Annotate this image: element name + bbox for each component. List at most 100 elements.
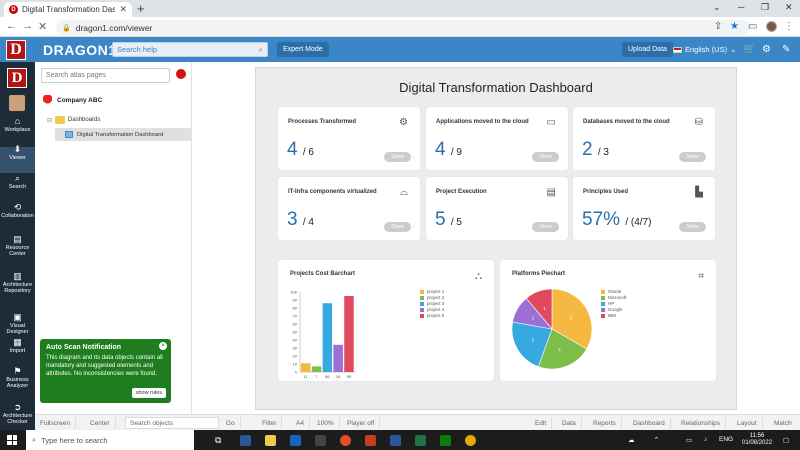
dragon1-logo[interactable]: D — [6, 40, 26, 60]
show-rules-button[interactable]: show rules — [131, 388, 166, 398]
app-icon[interactable] — [465, 435, 476, 446]
legend-item[interactable]: Google — [601, 307, 626, 313]
bar[interactable] — [333, 344, 343, 372]
show-button[interactable]: Show — [384, 152, 411, 162]
zoom-select[interactable]: 100% — [312, 417, 340, 429]
weather-icon[interactable]: ☁ — [628, 437, 635, 444]
tree-folder-dashboards[interactable]: ⊟ Dashboards — [47, 116, 100, 124]
address-bar[interactable]: 🔒 dragon1.com/viewer — [56, 20, 750, 35]
tree-company[interactable]: Company ABC — [43, 95, 102, 106]
volume-icon[interactable]: ♪ — [704, 436, 708, 443]
show-button[interactable]: Show — [532, 152, 559, 162]
tree-page-selected[interactable]: Digital Transformation Dashboard — [55, 128, 191, 141]
powerpoint-icon[interactable] — [365, 435, 376, 446]
rail-item-architecture-checker[interactable]: ➲ Architecture Checker — [0, 402, 35, 425]
stop-button[interactable]: ✕ — [38, 21, 48, 33]
paper-size-select[interactable]: A4 — [291, 417, 310, 429]
tree-toggle[interactable]: ⊟ — [47, 117, 53, 124]
legend-item[interactable]: project 2 — [420, 295, 444, 301]
rail-item-architecture-repository[interactable]: ▥ Architecture Repository — [0, 271, 35, 294]
show-button[interactable]: Show — [679, 152, 706, 162]
browser-tab[interactable]: D Digital Transformation Dashboa ✕ — [4, 2, 132, 17]
filter-button[interactable]: Filter — [257, 417, 283, 429]
expert-mode-button[interactable]: Expert Mode — [277, 42, 329, 57]
word-icon[interactable] — [390, 435, 401, 446]
share-icon[interactable]: ⇪ — [714, 21, 723, 32]
legend-item[interactable]: project 5 — [420, 313, 444, 319]
dashboard-button[interactable]: Dashboard — [628, 417, 671, 429]
excel-icon[interactable] — [415, 435, 426, 446]
search-objects-input[interactable]: Search objects — [125, 417, 219, 429]
cart-icon[interactable]: 🛒 — [743, 44, 756, 55]
windows-start-icon[interactable] — [7, 435, 17, 445]
show-button[interactable]: Show — [532, 222, 559, 232]
network-icon[interactable]: ▭ — [686, 437, 693, 444]
pie-slice[interactable] — [537, 328, 588, 370]
atlas-search-input[interactable]: Search atlas pages — [41, 68, 170, 83]
pie-slice[interactable] — [525, 288, 553, 330]
rail-item-viewer[interactable]: ⬇ Viewer — [0, 144, 35, 161]
legend-item[interactable]: Oracle — [601, 289, 626, 295]
status-dot[interactable] — [176, 69, 186, 79]
reports-button[interactable]: Reports — [588, 417, 622, 429]
rail-item-workplace[interactable]: ⌂ Workplace — [0, 116, 35, 133]
back-button[interactable]: ← — [6, 20, 17, 32]
bar[interactable] — [344, 296, 354, 372]
rail-item-business-analyzer[interactable]: ⚑ Business Analyzer — [0, 366, 35, 389]
center-button[interactable]: Center — [85, 417, 116, 429]
chevron-down-icon[interactable]: ⌄ — [713, 2, 721, 12]
file-explorer-icon[interactable] — [265, 435, 276, 446]
star-icon[interactable]: ★ — [730, 21, 739, 32]
fullscreen-button[interactable]: Fullscreen — [35, 417, 76, 429]
pie-slice[interactable] — [551, 288, 593, 350]
profile-avatar[interactable] — [766, 21, 777, 32]
bar[interactable] — [301, 363, 311, 372]
gears-icon[interactable]: ⚙ — [762, 44, 771, 55]
match-button[interactable]: Match — [774, 419, 792, 427]
legend-item[interactable]: Microsoft — [601, 295, 626, 301]
wrench-icon[interactable]: ✎ — [782, 44, 791, 55]
relationships-button[interactable]: Relationships — [676, 417, 727, 429]
data-button[interactable]: Data — [557, 417, 582, 429]
bar[interactable] — [311, 366, 322, 372]
pie-slice[interactable] — [511, 321, 553, 367]
taskbar-clock[interactable]: 11:56 01/08/2022 — [742, 433, 772, 447]
legend-item[interactable]: project 4 — [420, 307, 444, 313]
language-indicator[interactable]: ENG — [719, 436, 734, 443]
taskbar-search[interactable]: ⌕ Type here to search — [26, 430, 194, 450]
task-view-icon[interactable]: ⧉ — [215, 435, 222, 445]
show-button[interactable]: Show — [679, 222, 706, 232]
bar[interactable] — [322, 303, 333, 372]
notifications-icon[interactable]: ▢ — [783, 437, 790, 444]
layout-button[interactable]: Layout — [732, 417, 763, 429]
legend-item[interactable]: project 3 — [420, 301, 444, 307]
search-help-input[interactable]: Search help ⌕ — [112, 42, 268, 57]
edit-button[interactable]: Edit — [530, 417, 553, 429]
hierarchy-icon[interactable]: ⛬ — [475, 271, 482, 282]
rail-item-search[interactable]: ⌕ Search — [0, 173, 35, 190]
outlook-icon[interactable] — [290, 435, 301, 446]
search-icon[interactable]: ⌕ — [258, 44, 263, 54]
close-window-button[interactable]: ✕ — [785, 2, 793, 12]
rail-item-collaboration[interactable]: ⟲ Collaboration — [0, 202, 35, 219]
app-icon[interactable] — [440, 435, 451, 446]
new-tab-button[interactable]: + — [137, 1, 145, 16]
chrome-icon[interactable] — [340, 435, 351, 446]
maximize-button[interactable]: ❐ — [761, 2, 770, 12]
user-avatar[interactable] — [9, 95, 25, 111]
upload-data-button[interactable]: Upload Data — [622, 42, 673, 57]
rail-item-import[interactable]: ▦ Import — [0, 337, 35, 354]
forward-button[interactable]: → — [22, 20, 33, 32]
legend-item[interactable]: HP — [601, 301, 626, 307]
legend-item[interactable]: project 1 — [420, 289, 444, 295]
rail-logo[interactable]: D — [7, 68, 27, 88]
language-selector[interactable]: English (US) ⌄ — [673, 45, 736, 54]
go-button[interactable]: Go — [221, 417, 241, 429]
rail-item-visual-designer[interactable]: ▣ Visual Designer — [0, 312, 35, 335]
close-icon[interactable]: × — [159, 342, 167, 350]
menu-icon[interactable]: ⋮ — [784, 21, 794, 32]
network-icon[interactable]: ⌗ — [698, 271, 704, 282]
show-button[interactable]: Show — [384, 222, 411, 232]
player-toggle[interactable]: Player off — [342, 417, 381, 429]
minimize-button[interactable]: ─ — [738, 2, 745, 12]
